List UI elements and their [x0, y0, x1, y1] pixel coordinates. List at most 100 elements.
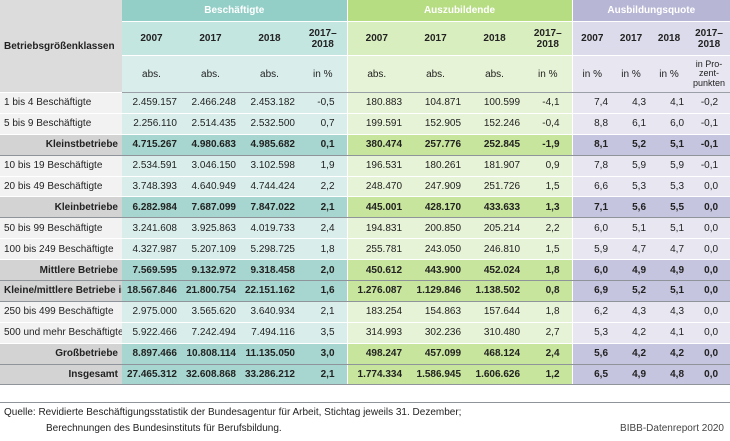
table-cell: 7.847.022	[240, 196, 299, 219]
table-cell: 180.883	[346, 92, 407, 114]
row-label: Kleine/mittlere Betriebe insg.	[0, 280, 122, 302]
row-label: Mittlere Betriebe	[0, 259, 122, 282]
table-cell: 1,8	[299, 238, 348, 261]
table-cell: 6,6	[571, 176, 613, 198]
table-cell: 380.474	[346, 133, 407, 156]
table-cell: 2,4	[524, 342, 573, 365]
table-cell: 152.905	[406, 113, 466, 135]
table-cell: 199.591	[346, 113, 407, 135]
table-cell: 4,9	[612, 363, 651, 386]
table-cell: 5,1	[612, 217, 651, 240]
table-cell: 5.922.466	[122, 322, 181, 344]
year-header: 2017	[612, 21, 651, 56]
table-cell: 18.567.846	[122, 280, 181, 302]
table-cell: 5,9	[650, 155, 689, 177]
table-cell: 4,9	[650, 259, 689, 282]
table-cell: 3.046.150	[181, 155, 240, 177]
group-header-ausbildungsquote: Ausbildungsquote	[571, 0, 730, 22]
table-cell: 10.808.114	[181, 342, 240, 365]
table-cell: 5,3	[650, 176, 689, 198]
table-cell: 183.254	[346, 301, 407, 323]
summary-row: Kleine/mittlere Betriebe insg.18.567.846…	[0, 280, 730, 302]
table-cell: 200.850	[406, 217, 466, 240]
table-cell: 8,1	[571, 133, 613, 156]
table-cell: 7.494.116	[240, 322, 299, 344]
row-label-header: Betriebsgrößenklassen	[0, 0, 122, 93]
table-cell: 5,6	[612, 196, 651, 219]
table-cell: 4.327.987	[122, 238, 181, 261]
table-cell: 180.261	[406, 155, 466, 177]
table-cell: 4.744.424	[240, 176, 299, 198]
table-cell: 157.644	[465, 301, 525, 323]
table-cell: 6,2	[571, 301, 613, 323]
table-cell: 8.897.466	[122, 342, 181, 365]
table-cell: 11.135.050	[240, 342, 299, 365]
table-cell: 1.276.087	[346, 280, 407, 302]
table-cell: 2.256.110	[122, 113, 181, 135]
table-cell: 1,8	[524, 259, 573, 282]
table-cell: 152.246	[465, 113, 525, 135]
table-cell: 4,7	[612, 238, 651, 261]
row-label: Kleinstbetriebe	[0, 133, 122, 156]
table-cell: 5.207.109	[181, 238, 240, 261]
table-cell: 32.608.868	[181, 363, 240, 386]
table-cell: -4,1	[524, 92, 573, 114]
table-cell: 0,0	[688, 196, 730, 219]
table-cell: 3.925.863	[181, 217, 240, 240]
table-cell: 9.318.458	[240, 259, 299, 282]
table-cell: 3,5	[299, 322, 348, 344]
table-cell: 181.907	[465, 155, 525, 177]
table-cell: 4,3	[612, 301, 651, 323]
table-cell: 252.845	[465, 133, 525, 156]
table-cell: 4,1	[650, 322, 689, 344]
table-cell: 0,0	[688, 259, 730, 282]
table-cell: 7,8	[571, 155, 613, 177]
row-label: Großbetriebe	[0, 342, 122, 365]
table-cell: 1.606.626	[465, 363, 525, 386]
table-cell: 310.480	[465, 322, 525, 344]
table-cell: 2,0	[299, 259, 348, 282]
table-row: 20 bis 49 Beschäftigte 3.748.393 4.640.949…	[0, 176, 730, 198]
table-cell: 0,0	[688, 322, 730, 344]
source-line-1: Quelle: Revidierte Beschäftigungsstatist…	[4, 407, 462, 418]
table-cell: 5,2	[612, 280, 651, 302]
table-cell: 5,1	[650, 280, 689, 302]
table-cell: 0,0	[688, 176, 730, 198]
unit-header: abs.	[240, 55, 299, 93]
table-cell: 2.534.591	[122, 155, 181, 177]
summary-row: Großbetriebe 8.897.466 10.808.114 11.135.05…	[0, 342, 730, 365]
table-cell: 1,5	[524, 176, 573, 198]
table-cell: 3.565.620	[181, 301, 240, 323]
table-cell: 246.810	[465, 238, 525, 261]
unit-header: in %	[524, 55, 573, 93]
table-cell: 100.599	[465, 92, 525, 114]
unit-header: in %	[299, 55, 348, 93]
table-cell: 0,7	[299, 113, 348, 135]
table-cell: 33.286.212	[240, 363, 299, 386]
table-cell: 0,0	[688, 217, 730, 240]
table-cell: 5,3	[612, 176, 651, 198]
unit-header: in %	[571, 55, 613, 93]
year-header: 2018	[465, 21, 525, 56]
table-cell: 302.236	[406, 322, 466, 344]
data-table: Betriebsgrößenklassen Beschäftigte Auszu…	[0, 0, 730, 386]
unit-header: abs.	[406, 55, 466, 93]
table-cell: 443.900	[406, 259, 466, 282]
table-cell: 2.459.157	[122, 92, 181, 114]
row-label: 250 bis 499 Beschäftigte	[0, 301, 122, 323]
table-cell: 4,9	[612, 259, 651, 282]
table-cell: 428.170	[406, 196, 466, 219]
summary-row: Insgesamt 27.465.312 32.608.868 33.286.212 2…	[0, 363, 730, 386]
table-cell: 2,1	[299, 196, 348, 219]
unit-header: in %	[612, 55, 651, 93]
table-cell: 4,2	[650, 342, 689, 365]
year-header: 2017– 2018	[688, 21, 730, 56]
row-label: 5 bis 9 Beschäftigte	[0, 113, 122, 135]
table-cell: 251.726	[465, 176, 525, 198]
table-cell: 6,0	[650, 113, 689, 135]
table-cell: -0,2	[688, 92, 730, 114]
summary-row: Kleinbetriebe 6.282.984 7.687.099 7.847.022…	[0, 196, 730, 219]
table-cell: 4,2	[612, 342, 651, 365]
year-header: 2007	[346, 21, 407, 56]
